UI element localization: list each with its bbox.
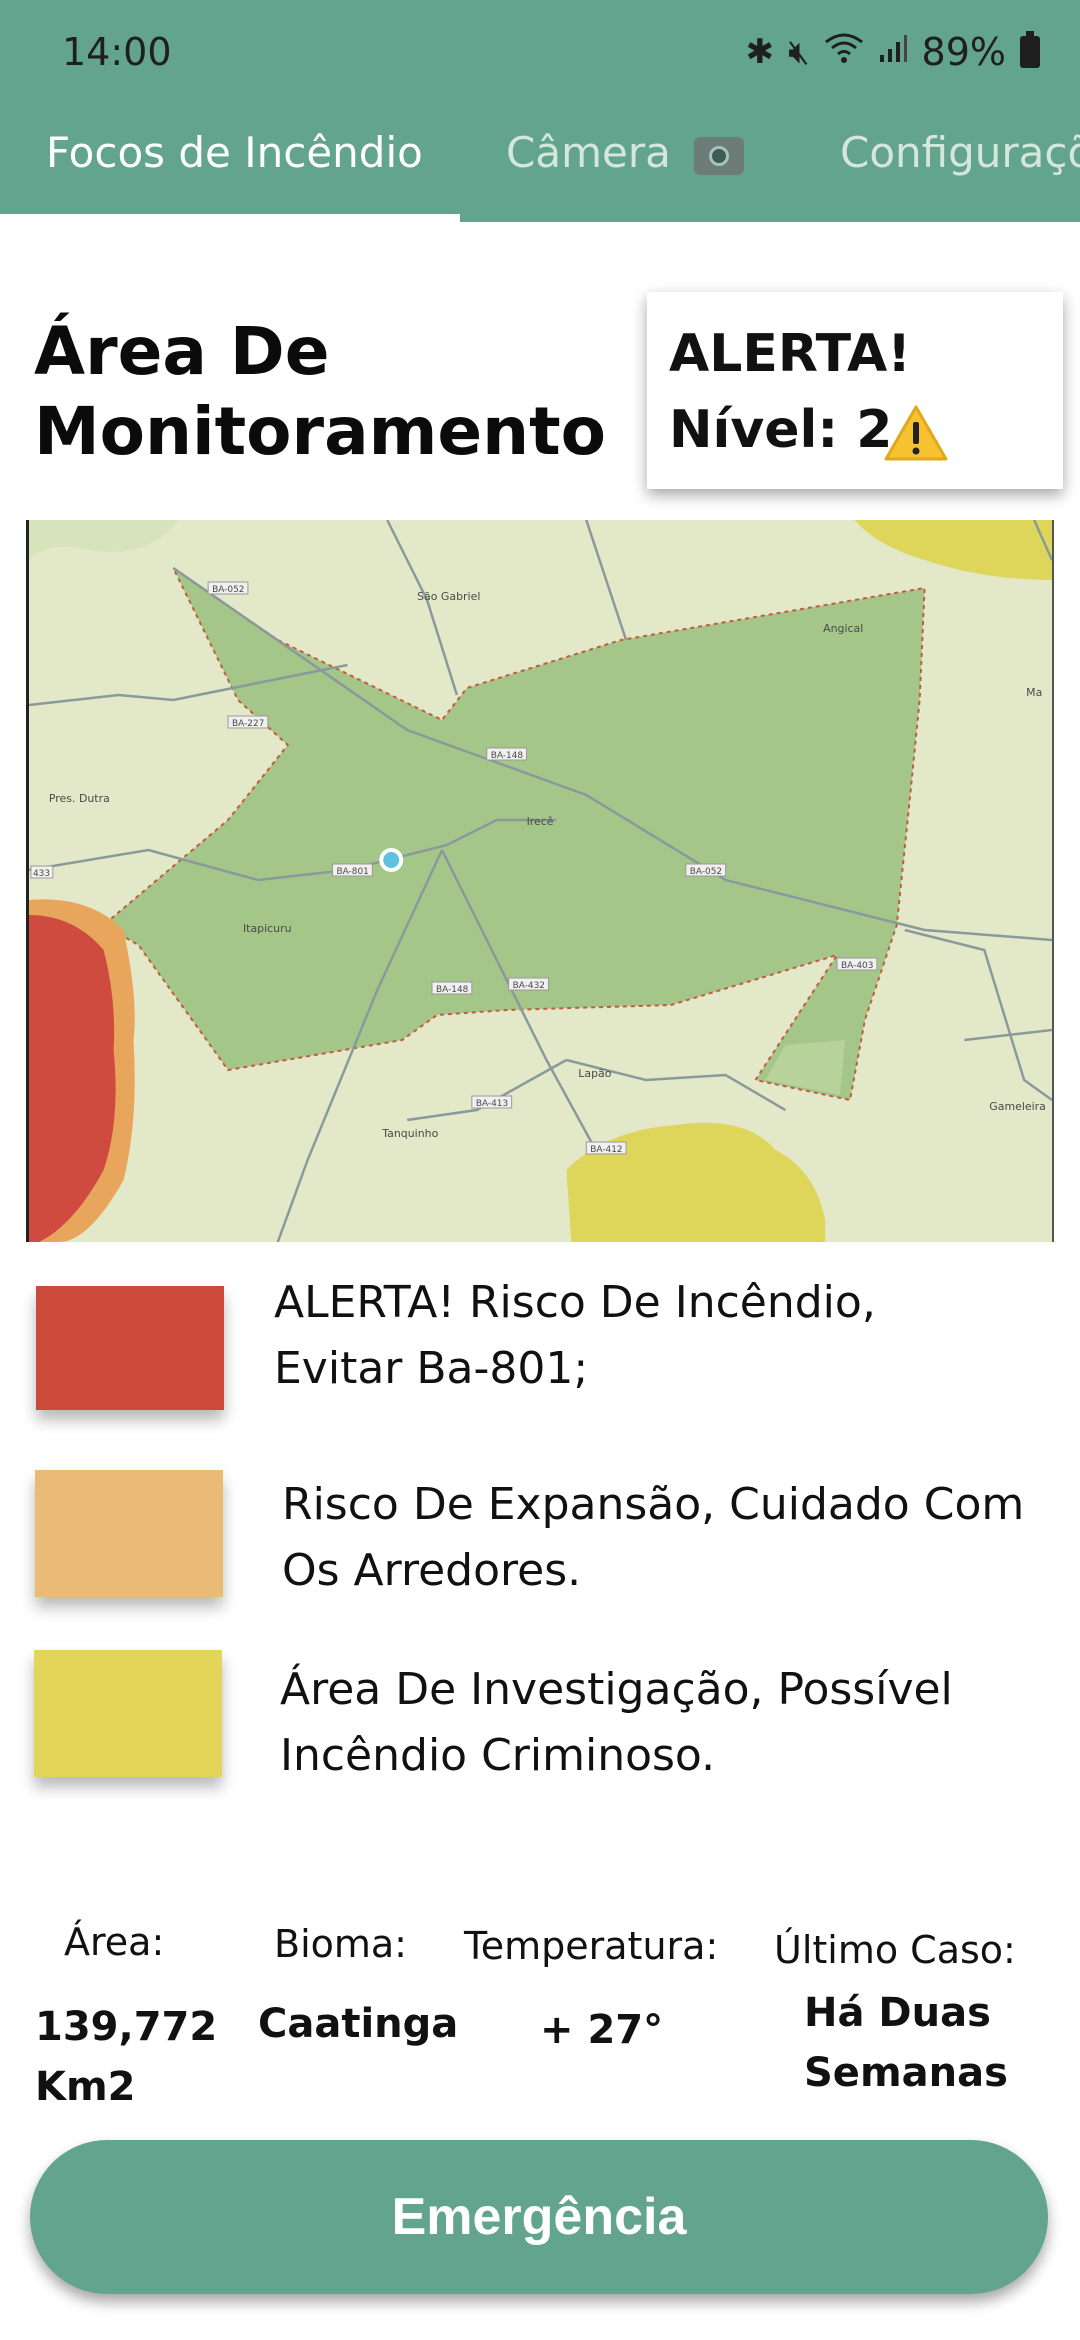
battery-icon	[1020, 31, 1040, 68]
page-title: Área De Monitoramento	[34, 313, 607, 470]
legend-text-red: ALERTA! Risco De Incêndio, Evitar Ba-801…	[274, 1277, 876, 1394]
stat-label-area: Área:	[64, 1920, 165, 1964]
stat-value-temperatura: + 27°	[540, 2007, 664, 2053]
mute-icon: 🔇︎	[788, 32, 810, 72]
svg-text:Gameleira: Gameleira	[989, 1100, 1046, 1113]
svg-text:Lapão: Lapão	[578, 1067, 611, 1080]
emergency-button[interactable]: Emergência	[30, 2140, 1048, 2294]
monitoring-map[interactable]: São Gabriel Angical Pres. Dutra Irecê It…	[26, 520, 1054, 1242]
camera-icon	[694, 136, 745, 175]
legend-swatch-yellow	[34, 1650, 222, 1777]
svg-text:Tanquinho: Tanquinho	[381, 1127, 438, 1140]
svg-text:São Gabriel: São Gabriel	[417, 590, 480, 603]
active-tab-indicator	[0, 214, 460, 222]
svg-text:BA-148: BA-148	[491, 751, 524, 761]
tab-bar: Focos de Incêndio Câmera Configuraçõ	[0, 118, 1080, 222]
svg-text:BA-432: BA-432	[513, 981, 545, 991]
svg-text:BA-412: BA-412	[590, 1145, 622, 1155]
alert-level: Nível: 2	[669, 400, 893, 460]
svg-text:BA-403: BA-403	[841, 961, 873, 971]
svg-text:BA-052: BA-052	[690, 867, 722, 877]
signal-icon	[878, 32, 908, 72]
stat-label-ultimo-caso: Último Caso:	[774, 1928, 1016, 1972]
wifi-icon	[824, 32, 864, 73]
legend-swatch-red	[36, 1286, 224, 1410]
legend-swatch-orange	[35, 1470, 223, 1597]
svg-text:Angical: Angical	[823, 622, 863, 635]
warning-icon	[883, 404, 949, 466]
svg-text:BA-801: BA-801	[336, 867, 368, 877]
battery-percent: 89%	[921, 30, 1006, 74]
tab-configuracoes[interactable]: Configuraçõ	[840, 128, 1080, 177]
bluetooth-icon: ✱	[745, 32, 775, 72]
svg-text:Pres. Dutra: Pres. Dutra	[49, 792, 110, 805]
alert-card: ALERTA! Nível: 2	[647, 292, 1063, 489]
stat-value-ultimo-caso: Há Duas Semanas	[804, 1990, 1008, 2096]
status-icons: ✱ 🔇︎ 89%	[746, 30, 1040, 74]
stat-label-bioma: Bioma:	[274, 1922, 407, 1966]
legend-text-orange: Risco De Expansão, Cuidado Com Os Arredo…	[282, 1479, 1025, 1596]
tab-focos-de-incendio[interactable]: Focos de Incêndio	[46, 128, 423, 177]
tab-camera-label: Câmera	[506, 128, 671, 177]
stat-value-area: 139,772 Km2	[35, 2004, 218, 2110]
legend-text-yellow: Área De Investigação, Possível Incêndio …	[280, 1664, 953, 1781]
app-header: 14:00 ✱ 🔇︎ 89% Focos de Incêndio Câmera …	[0, 0, 1080, 222]
svg-text:BA-148: BA-148	[436, 985, 469, 995]
svg-text:433: 433	[33, 869, 50, 879]
stat-value-bioma: Caatinga	[258, 2001, 459, 2047]
svg-text:Irecê: Irecê	[527, 815, 554, 828]
svg-text:Itapicuru: Itapicuru	[243, 922, 292, 935]
status-time: 14:00	[62, 30, 172, 74]
svg-text:Ma: Ma	[1026, 686, 1042, 699]
alert-title: ALERTA!	[669, 324, 911, 384]
stat-label-temperatura: Temperatura:	[464, 1924, 719, 1968]
map-graphic: São Gabriel Angical Pres. Dutra Irecê It…	[29, 520, 1052, 1242]
svg-text:BA-052: BA-052	[212, 585, 244, 595]
tab-camera[interactable]: Câmera	[506, 128, 745, 177]
svg-text:BA-413: BA-413	[476, 1099, 508, 1109]
svg-text:BA-227: BA-227	[232, 719, 264, 729]
